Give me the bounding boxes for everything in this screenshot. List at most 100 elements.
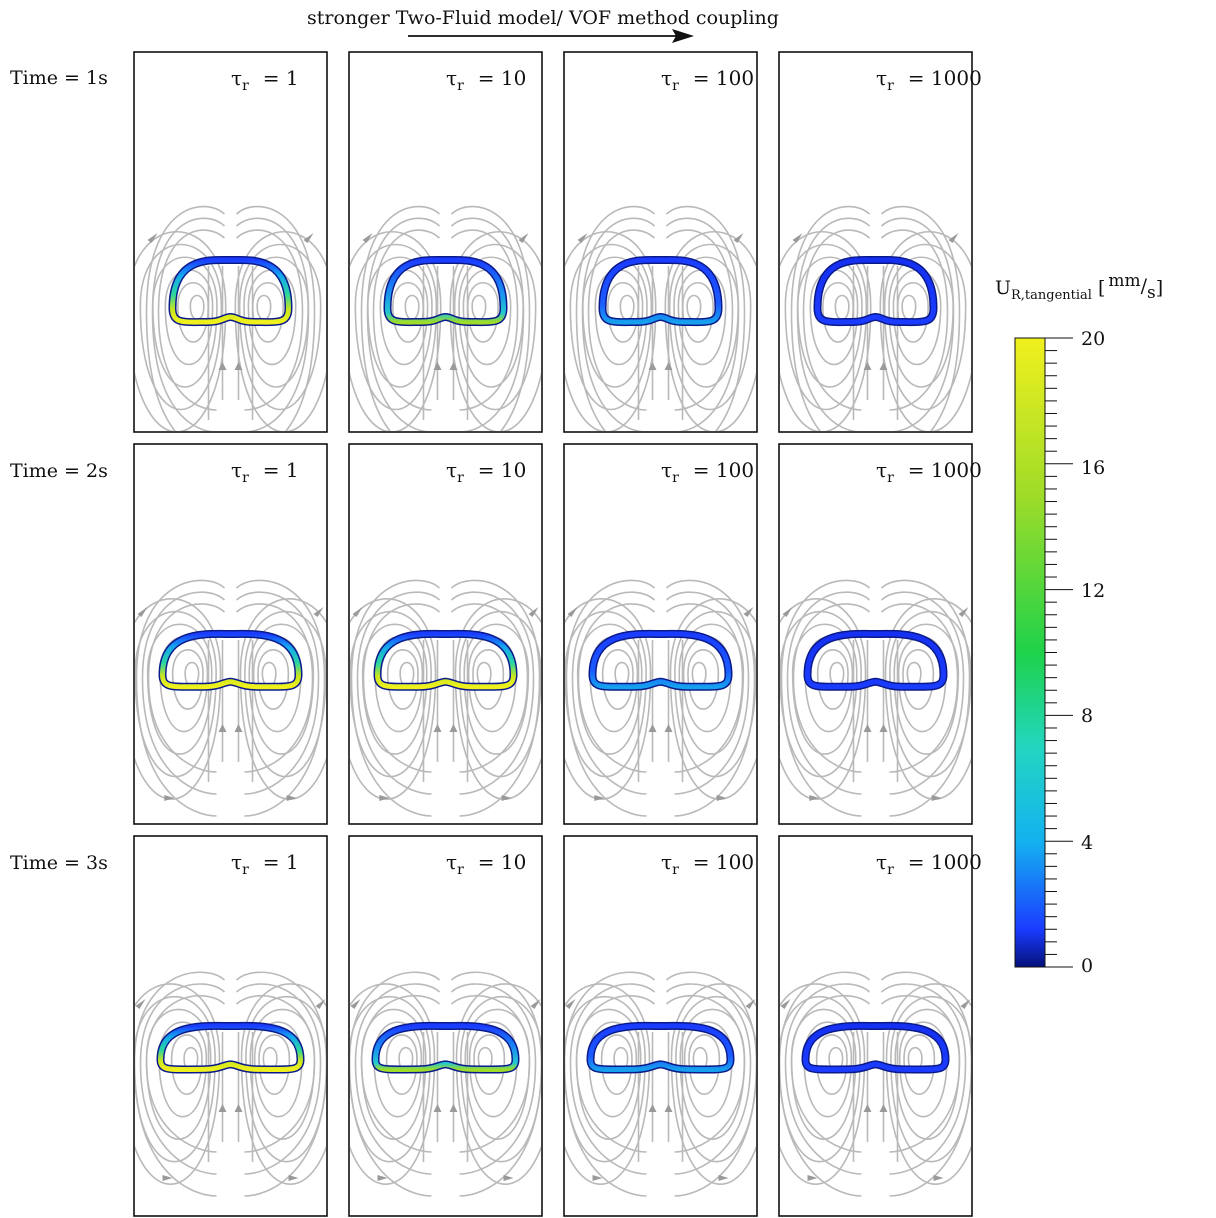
streamline xyxy=(135,230,227,431)
streamline xyxy=(473,1034,506,1095)
streamline xyxy=(392,281,425,343)
streamline xyxy=(459,610,541,778)
flow-arrow xyxy=(234,362,243,370)
streamline xyxy=(453,243,537,411)
streamline xyxy=(565,995,646,1163)
bubble-interface xyxy=(804,631,947,690)
flow-arrow xyxy=(501,795,512,801)
streamline-field xyxy=(350,205,541,431)
streamline xyxy=(350,230,442,431)
streamline xyxy=(256,294,272,321)
streamline xyxy=(880,205,961,431)
streamline xyxy=(354,243,438,411)
flow-arrow xyxy=(780,999,791,1009)
colorbar-tick-label-20: 20 xyxy=(1081,328,1105,350)
colorbar-tick-label-12: 12 xyxy=(1081,580,1105,602)
panel-row1-col1: τr = 1 xyxy=(133,51,328,433)
flow-arrow xyxy=(218,724,227,732)
streamline xyxy=(880,591,965,795)
tau-label: τr = 100 xyxy=(661,850,754,878)
panel-grid: τr = 1 τr = 10 τr = 100 τr = 1000 τr = 1 τr = 10 τr =… xyxy=(133,51,982,1217)
streamline xyxy=(565,971,656,1197)
flow-arrow xyxy=(960,999,971,1009)
streamline xyxy=(235,205,316,431)
streamline xyxy=(577,603,656,773)
flow-arrow xyxy=(958,607,969,617)
bubble-interface xyxy=(814,257,937,325)
streamline xyxy=(235,603,314,773)
streamline xyxy=(450,205,531,431)
coupling-arrow xyxy=(408,29,694,43)
streamline xyxy=(145,205,226,431)
flow-arrow xyxy=(664,362,673,370)
streamline xyxy=(350,983,436,1185)
streamline xyxy=(903,1034,936,1095)
streamline xyxy=(454,598,541,800)
panel-row3-col4: τr = 1000 xyxy=(778,835,982,1217)
streamline xyxy=(450,983,537,1175)
streamline xyxy=(796,217,871,431)
flow-arrow xyxy=(313,607,324,617)
streamline xyxy=(668,243,752,411)
flow-arrow xyxy=(530,999,541,1009)
streamline xyxy=(350,971,441,1197)
streamline xyxy=(780,971,871,1197)
streamline xyxy=(665,994,746,1153)
streamline-field xyxy=(780,579,971,817)
streamline xyxy=(135,971,226,1197)
bubble-interface xyxy=(384,257,507,325)
streamline xyxy=(665,217,740,431)
bubble-interface xyxy=(374,631,517,690)
streamline xyxy=(240,983,326,1185)
streamline xyxy=(238,243,322,411)
streamline xyxy=(360,994,441,1153)
flow-arrow xyxy=(648,1104,657,1112)
flow-arrow xyxy=(603,433,613,439)
flow-arrow xyxy=(135,999,146,1009)
streamline xyxy=(675,995,756,1163)
streamline xyxy=(809,269,859,366)
streamline xyxy=(880,971,971,1197)
streamline xyxy=(135,598,222,800)
streamline xyxy=(896,281,929,343)
streamline xyxy=(665,205,746,431)
tau-label: τr = 10 xyxy=(446,850,526,878)
streamline-field xyxy=(780,205,971,439)
row-label-time-3s: Time = 3s xyxy=(10,852,108,874)
streamline-field xyxy=(565,205,756,439)
streamline xyxy=(587,229,656,411)
flow-arrow xyxy=(592,1175,603,1181)
flow-arrow xyxy=(933,1175,944,1181)
streamline xyxy=(686,294,702,321)
colorbar-ticks xyxy=(1045,337,1073,968)
flow-arrow xyxy=(379,795,390,801)
streamline xyxy=(350,598,437,800)
streamline xyxy=(565,610,647,778)
colorbar-gradient xyxy=(1014,337,1046,968)
flow-arrow xyxy=(433,1104,442,1112)
streamline xyxy=(802,229,871,411)
streamline xyxy=(601,649,634,710)
streamline xyxy=(665,603,744,773)
flow-arrow xyxy=(818,433,828,439)
bubble-interface xyxy=(587,1023,734,1073)
streamline xyxy=(258,1034,291,1095)
colorbar: UR,tangential[mm/s] 20 16 12 8 4 0 xyxy=(995,271,1163,977)
tau-label: τr = 1000 xyxy=(876,850,982,878)
streamline-field xyxy=(565,579,756,817)
panel-row3-col2: τr = 10 xyxy=(348,835,543,1217)
streamline xyxy=(883,243,967,411)
panel-frame xyxy=(133,51,328,433)
streamline xyxy=(669,598,756,800)
flow-arrow xyxy=(567,607,578,617)
streamline xyxy=(385,1034,418,1095)
streamline xyxy=(790,205,871,431)
panel-frame xyxy=(778,51,973,433)
panel-frame xyxy=(563,51,758,433)
streamline xyxy=(834,294,850,321)
streamline xyxy=(171,649,204,710)
flow-arrow xyxy=(948,233,959,243)
streamline xyxy=(880,217,955,431)
streamline xyxy=(665,229,734,411)
panel-row1-col2: τr = 10 xyxy=(348,51,543,433)
